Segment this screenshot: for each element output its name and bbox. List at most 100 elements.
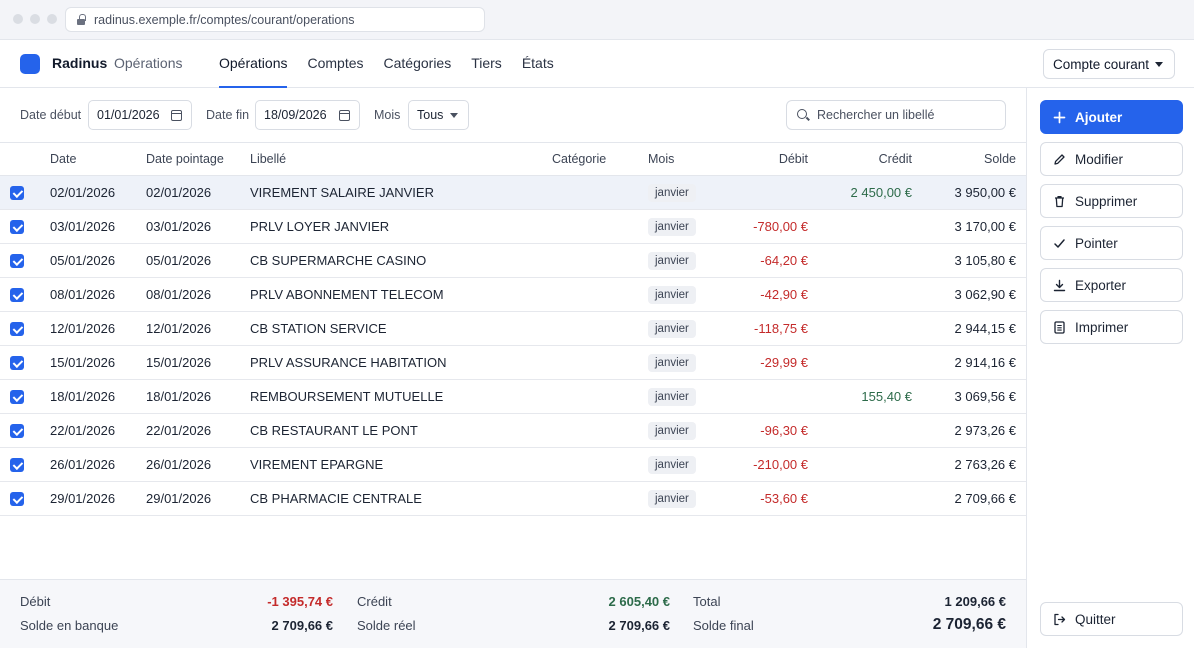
table-row[interactable]: 22/01/2026 22/01/2026 CB RESTAURANT LE P… [0,414,1026,448]
date-fin-label: Date fin [206,108,250,122]
column-header-credit[interactable]: Crédit [878,152,912,166]
checkbox-checked-icon[interactable] [10,492,24,506]
column-header-date-pointage[interactable]: Date pointage [146,152,224,166]
checkbox-checked-icon[interactable] [10,322,24,336]
table-row[interactable]: 02/01/2026 02/01/2026 VIREMENT SALAIRE J… [0,176,1026,210]
nav-comptes[interactable]: Comptes [307,55,364,71]
column-header-libelle[interactable]: Libellé [250,152,287,166]
cell-debit: -118,75 € [754,321,808,336]
nav-tiers[interactable]: Tiers [471,55,502,71]
checkbox-checked-icon[interactable] [10,390,24,404]
table-row[interactable]: 12/01/2026 12/01/2026 CB STATION SERVICE… [0,312,1026,346]
cell-debit: -42,90 € [760,287,808,302]
column-header-mois[interactable]: Mois [648,152,675,166]
checkbox-checked-icon[interactable] [10,220,24,234]
quit-button-label: Quitter [1075,611,1116,627]
account-select[interactable]: Compte courant [1043,49,1175,79]
cell-debit: -29,99 € [760,355,808,370]
cell-debit: -64,20 € [760,253,808,268]
delete-button-label: Supprimer [1075,193,1138,209]
checkbox-checked-icon[interactable] [10,356,24,370]
table-header: Date Date pointage Libellé Catégorie Moi… [0,143,1026,176]
section-title: Opérations [114,55,183,71]
month-badge: janvier [648,422,696,440]
table-row[interactable]: 05/01/2026 05/01/2026 CB SUPERMARCHE CAS… [0,244,1026,278]
cell-date-pointage: 08/01/2026 [146,287,212,302]
cell-solde: 2 763,26 € [954,457,1016,472]
checkbox-checked-icon[interactable] [10,254,24,268]
search-placeholder: Rechercher un libellé [817,108,935,122]
mois-select[interactable]: Tous [408,100,469,130]
address-bar[interactable]: radinus.exemple.fr/comptes/courant/opera… [65,7,485,32]
total-label: Total [693,594,721,609]
check-button-label: Pointer [1075,235,1118,251]
cell-libelle: PRLV ASSURANCE HABITATION [250,355,447,370]
total-credit-label: Crédit [357,594,392,609]
cell-solde: 2 944,15 € [954,321,1016,336]
solde-reel-value: 2 709,66 € [608,618,670,633]
chevron-down-icon [450,113,458,118]
checkbox-checked-icon[interactable] [10,458,24,472]
lock-icon [76,13,86,26]
window-close-dot[interactable] [13,14,23,24]
checkbox-checked-icon[interactable] [10,424,24,438]
cell-date: 08/01/2026 [50,287,116,302]
month-badge: janvier [648,320,696,338]
month-badge: janvier [648,184,696,202]
checkbox-checked-icon[interactable] [10,186,24,200]
check-icon [1053,237,1066,250]
table-row[interactable]: 03/01/2026 03/01/2026 PRLV LOYER JANVIER… [0,210,1026,244]
cell-libelle: PRLV LOYER JANVIER [250,219,390,234]
cell-credit: 2 450,00 € [850,185,912,200]
edit-button[interactable]: Modifier [1040,142,1183,176]
calendar-icon[interactable] [339,110,350,121]
table-row[interactable]: 18/01/2026 18/01/2026 REMBOURSEMENT MUTU… [0,380,1026,414]
search-input[interactable]: Rechercher un libellé [786,100,1006,130]
cell-date-pointage: 02/01/2026 [146,185,212,200]
column-header-solde[interactable]: Solde [984,152,1016,166]
add-button[interactable]: Ajouter [1040,100,1183,134]
export-button[interactable]: Exporter [1040,268,1183,302]
month-badge: janvier [648,252,696,270]
cell-date-pointage: 12/01/2026 [146,321,212,336]
cell-date-pointage: 22/01/2026 [146,423,212,438]
total-debit-label: Débit [20,594,51,609]
cell-date-pointage: 26/01/2026 [146,457,212,472]
month-badge: janvier [648,286,696,304]
checkbox-checked-icon[interactable] [10,288,24,302]
quit-button[interactable]: Quitter [1040,602,1183,636]
print-button[interactable]: Imprimer [1040,310,1183,344]
table-row[interactable]: 26/01/2026 26/01/2026 VIREMENT EPARGNE j… [0,448,1026,482]
cell-date-pointage: 03/01/2026 [146,219,212,234]
column-header-debit[interactable]: Débit [778,152,808,166]
table-row[interactable]: 15/01/2026 15/01/2026 PRLV ASSURANCE HAB… [0,346,1026,380]
pencil-icon [1053,153,1066,166]
table-row[interactable]: 29/01/2026 29/01/2026 CB PHARMACIE CENTR… [0,482,1026,516]
browser-chrome: radinus.exemple.fr/comptes/courant/opera… [0,0,1194,40]
delete-button[interactable]: Supprimer [1040,184,1183,218]
calendar-icon[interactable] [171,110,182,121]
total-credit-value: 2 605,40 € [608,594,670,609]
total-debit-value: -1 395,74 € [267,594,333,609]
cell-date-pointage: 29/01/2026 [146,491,212,506]
date-fin-input[interactable]: 18/09/2026 [255,100,360,130]
date-debut-input[interactable]: 01/01/2026 [88,100,192,130]
cell-solde: 2 973,26 € [954,423,1016,438]
cell-libelle: CB RESTAURANT LE PONT [250,423,418,438]
cell-solde: 3 170,00 € [954,219,1016,234]
month-badge: janvier [648,354,696,372]
date-debut-label: Date début [20,108,82,122]
add-button-label: Ajouter [1075,109,1123,125]
nav-categories[interactable]: Catégories [383,55,452,71]
check-button[interactable]: Pointer [1040,226,1183,260]
nav-etats[interactable]: États [521,55,554,71]
cell-debit: -96,30 € [760,423,808,438]
window-minimize-dot[interactable] [30,14,40,24]
cell-date: 18/01/2026 [50,389,116,404]
nav-operations[interactable]: Opérations [219,40,288,88]
window-maximize-dot[interactable] [47,14,57,24]
table-row[interactable]: 08/01/2026 08/01/2026 PRLV ABONNEMENT TE… [0,278,1026,312]
solde-banque-label: Solde en banque [20,618,119,633]
column-header-categorie[interactable]: Catégorie [552,152,607,166]
column-header-date[interactable]: Date [50,152,77,166]
